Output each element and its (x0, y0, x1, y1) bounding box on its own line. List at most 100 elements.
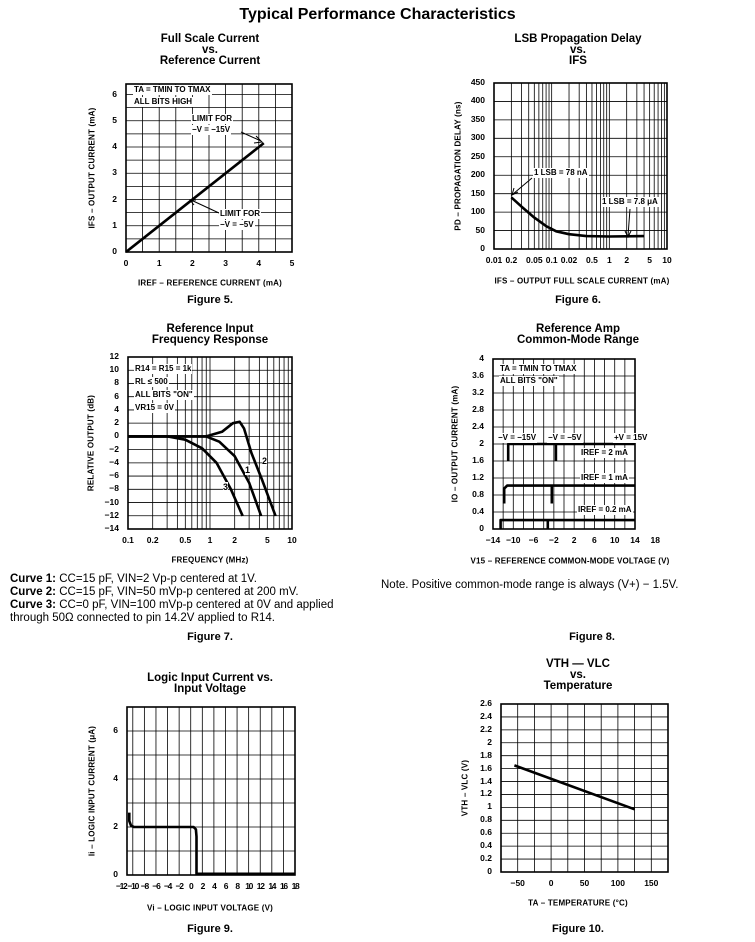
x-tick-label: 6 (223, 881, 229, 891)
x-tick-label: 2 (190, 258, 195, 268)
y-tick-label: 0 (479, 523, 484, 533)
figure-caption: Figure 9. (187, 923, 233, 935)
annotation-lsb: 1 LSB = 7.8 μA (601, 197, 659, 207)
y-tick-label: 100 (470, 206, 485, 217)
annotation-conditions: RL ≤ 500 (134, 377, 169, 387)
y-tick-label: 4 (112, 141, 117, 151)
x-tick-label: 6 (592, 535, 597, 545)
x-tick-label: −4 (164, 881, 172, 891)
y-tick-label: 0.4 (472, 506, 484, 516)
chart-title: Reference Amp Common-Mode Range (516, 323, 640, 346)
y-tick-label: 1.6 (472, 455, 484, 465)
x-axis-label: IREF – REFERENCE CURRENT (mA) (137, 278, 283, 288)
annotation-iref: IREF = 2 mA (580, 448, 629, 458)
chart-2-series-2 (128, 435, 244, 517)
curve-notes: Curve 1: CC=15 pF, VIN=2 Vp-p centered a… (10, 573, 333, 625)
chart-2-series-1 (128, 420, 277, 517)
plot-frame (126, 706, 296, 876)
chart-title: Logic Input Current vs. Input Voltage (147, 672, 273, 695)
curve-label-1: 1 (245, 465, 251, 475)
x-tick-label: 8 (235, 881, 240, 891)
x-axis-label: V15 – REFERENCE COMMON-MODE VOLTAGE (V) (470, 556, 670, 566)
y-tick-label: 200 (470, 169, 485, 180)
chart-4-grid (126, 706, 296, 876)
chart-title-line: Temperature (543, 680, 613, 692)
y-tick-label: 6 (114, 390, 119, 401)
curve-note: Curve 2: CC=15 pF, VIN=50 mVp-p centered… (10, 586, 333, 599)
chart-title-line: Reference Amp (536, 323, 620, 335)
chart-title-line: VTH — VLC (546, 658, 610, 670)
curve-note-label: Curve 2: (10, 586, 57, 598)
y-tick-label: 2.2 (480, 723, 492, 734)
curve-note-text: CC=15 pF, VIN=50 mVp-p centered at 200 m… (56, 586, 299, 598)
y-tick-label: 3 (112, 167, 117, 178)
chart-title: Reference Input Frequency Response (152, 323, 268, 346)
annotation-conditions: ALL BITS "ON" (499, 376, 559, 386)
chart-title: Full Scale Current vs. Reference Current (159, 33, 261, 67)
x-tick-label: 2 (624, 255, 630, 265)
y-tick-label: 2 (113, 821, 118, 831)
curve-note: Curve 3: CC=0 pF, VIN=100 mVp-p centered… (10, 599, 333, 612)
curve-note-label: Curve 1: (10, 573, 57, 585)
chart-title-line: Common-Mode Range (516, 334, 640, 346)
figure-caption: Figure 5. (187, 294, 233, 306)
chart-title-line: Reference Current (159, 55, 261, 67)
plot-frame (493, 82, 668, 250)
y-tick-label: 1.8 (480, 749, 492, 760)
y-axis-label: IFS – OUTPUT CURRENT (mA) (87, 107, 97, 229)
curve-note: Curve 1: CC=15 pF, VIN=2 Vp-p centered a… (10, 573, 333, 586)
y-tick-label: 350 (470, 113, 485, 124)
y-tick-label: 10 (109, 364, 119, 375)
curve-label-2: 2 (262, 456, 268, 466)
x-axis-label: IFS – OUTPUT FULL SCALE CURRENT (mA) (494, 276, 670, 286)
annotation-arrow (188, 199, 220, 214)
y-tick-label: 0.8 (480, 814, 492, 825)
y-tick-label: −14 (104, 523, 119, 533)
chart-5-grid (500, 703, 669, 873)
fig8-note: Note. Positive common-mode range is alwa… (381, 579, 679, 591)
x-tick-label: 0.5 (586, 255, 598, 265)
x-tick-label: −14 (485, 535, 501, 545)
x-tick-label: 10 (287, 535, 297, 545)
y-tick-label: 2.8 (472, 404, 484, 414)
annotation-supply: −V = −5V (547, 433, 583, 443)
chart-0-grid (125, 83, 293, 253)
y-tick-label: 150 (470, 187, 485, 198)
annotation-lsb: 1 LSB = 78 nA (533, 168, 589, 178)
x-tick-label: 18 (291, 881, 300, 891)
x-tick-label: 4 (212, 881, 217, 891)
y-tick-label: 300 (470, 132, 485, 143)
y-tick-label: 0.8 (472, 489, 484, 499)
x-tick-label: 10 (245, 881, 253, 891)
y-tick-label: 6 (113, 725, 118, 735)
y-tick-label: 450 (470, 77, 485, 87)
chart-title-line: Input Voltage (174, 683, 246, 695)
y-tick-label: 2.4 (480, 710, 492, 721)
y-tick-label: 250 (470, 150, 485, 161)
x-tick-label: −50 (510, 878, 525, 888)
annotation-supply: −V = −15V (497, 433, 538, 443)
y-tick-label: 1.4 (480, 775, 492, 786)
y-tick-label: 0 (114, 430, 119, 441)
chart-title-line: vs. (570, 669, 586, 681)
annotation-conditions: ALL BITS "ON" (134, 390, 194, 400)
chart-title-line: Logic Input Current vs. (147, 672, 273, 684)
x-tick-label: 1 (156, 258, 162, 268)
y-tick-label: 0.4 (480, 840, 492, 851)
x-tick-label: −6 (528, 535, 539, 545)
y-tick-label: 50 (475, 224, 485, 235)
y-tick-label: 0.6 (480, 827, 492, 838)
x-tick-label: 2 (200, 881, 206, 891)
x-tick-label: 0 (123, 258, 129, 268)
y-tick-label: −4 (109, 456, 119, 467)
chart-title-line: vs. (569, 44, 586, 56)
x-tick-label: 16 (279, 881, 288, 891)
annotation-conditions: ALL BITS HIGH (133, 97, 194, 107)
x-tick-label: 100 (610, 878, 625, 888)
x-axis-label: TA – TEMPERATURE (°C) (528, 898, 628, 908)
y-tick-label: 1.6 (480, 762, 492, 773)
x-tick-label: −2 (175, 881, 184, 891)
figure-caption: Figure 7. (187, 631, 233, 643)
x-tick-label: 12 (256, 881, 265, 891)
